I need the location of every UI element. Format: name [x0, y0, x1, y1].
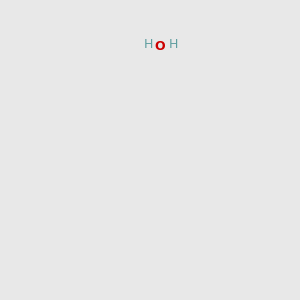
Text: O: O — [155, 40, 165, 52]
Text: H: H — [168, 38, 178, 50]
Text: H: H — [143, 38, 153, 50]
